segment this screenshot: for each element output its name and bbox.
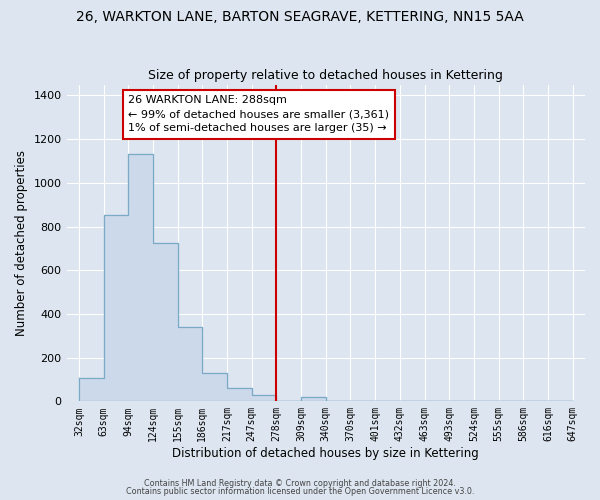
Title: Size of property relative to detached houses in Kettering: Size of property relative to detached ho…: [148, 69, 503, 82]
X-axis label: Distribution of detached houses by size in Kettering: Distribution of detached houses by size …: [172, 447, 479, 460]
Y-axis label: Number of detached properties: Number of detached properties: [15, 150, 28, 336]
Polygon shape: [79, 154, 572, 402]
Text: Contains HM Land Registry data © Crown copyright and database right 2024.: Contains HM Land Registry data © Crown c…: [144, 478, 456, 488]
Text: Contains public sector information licensed under the Open Government Licence v3: Contains public sector information licen…: [126, 487, 474, 496]
Text: 26, WARKTON LANE, BARTON SEAGRAVE, KETTERING, NN15 5AA: 26, WARKTON LANE, BARTON SEAGRAVE, KETTE…: [76, 10, 524, 24]
Text: 26 WARKTON LANE: 288sqm
← 99% of detached houses are smaller (3,361)
1% of semi-: 26 WARKTON LANE: 288sqm ← 99% of detache…: [128, 96, 389, 134]
